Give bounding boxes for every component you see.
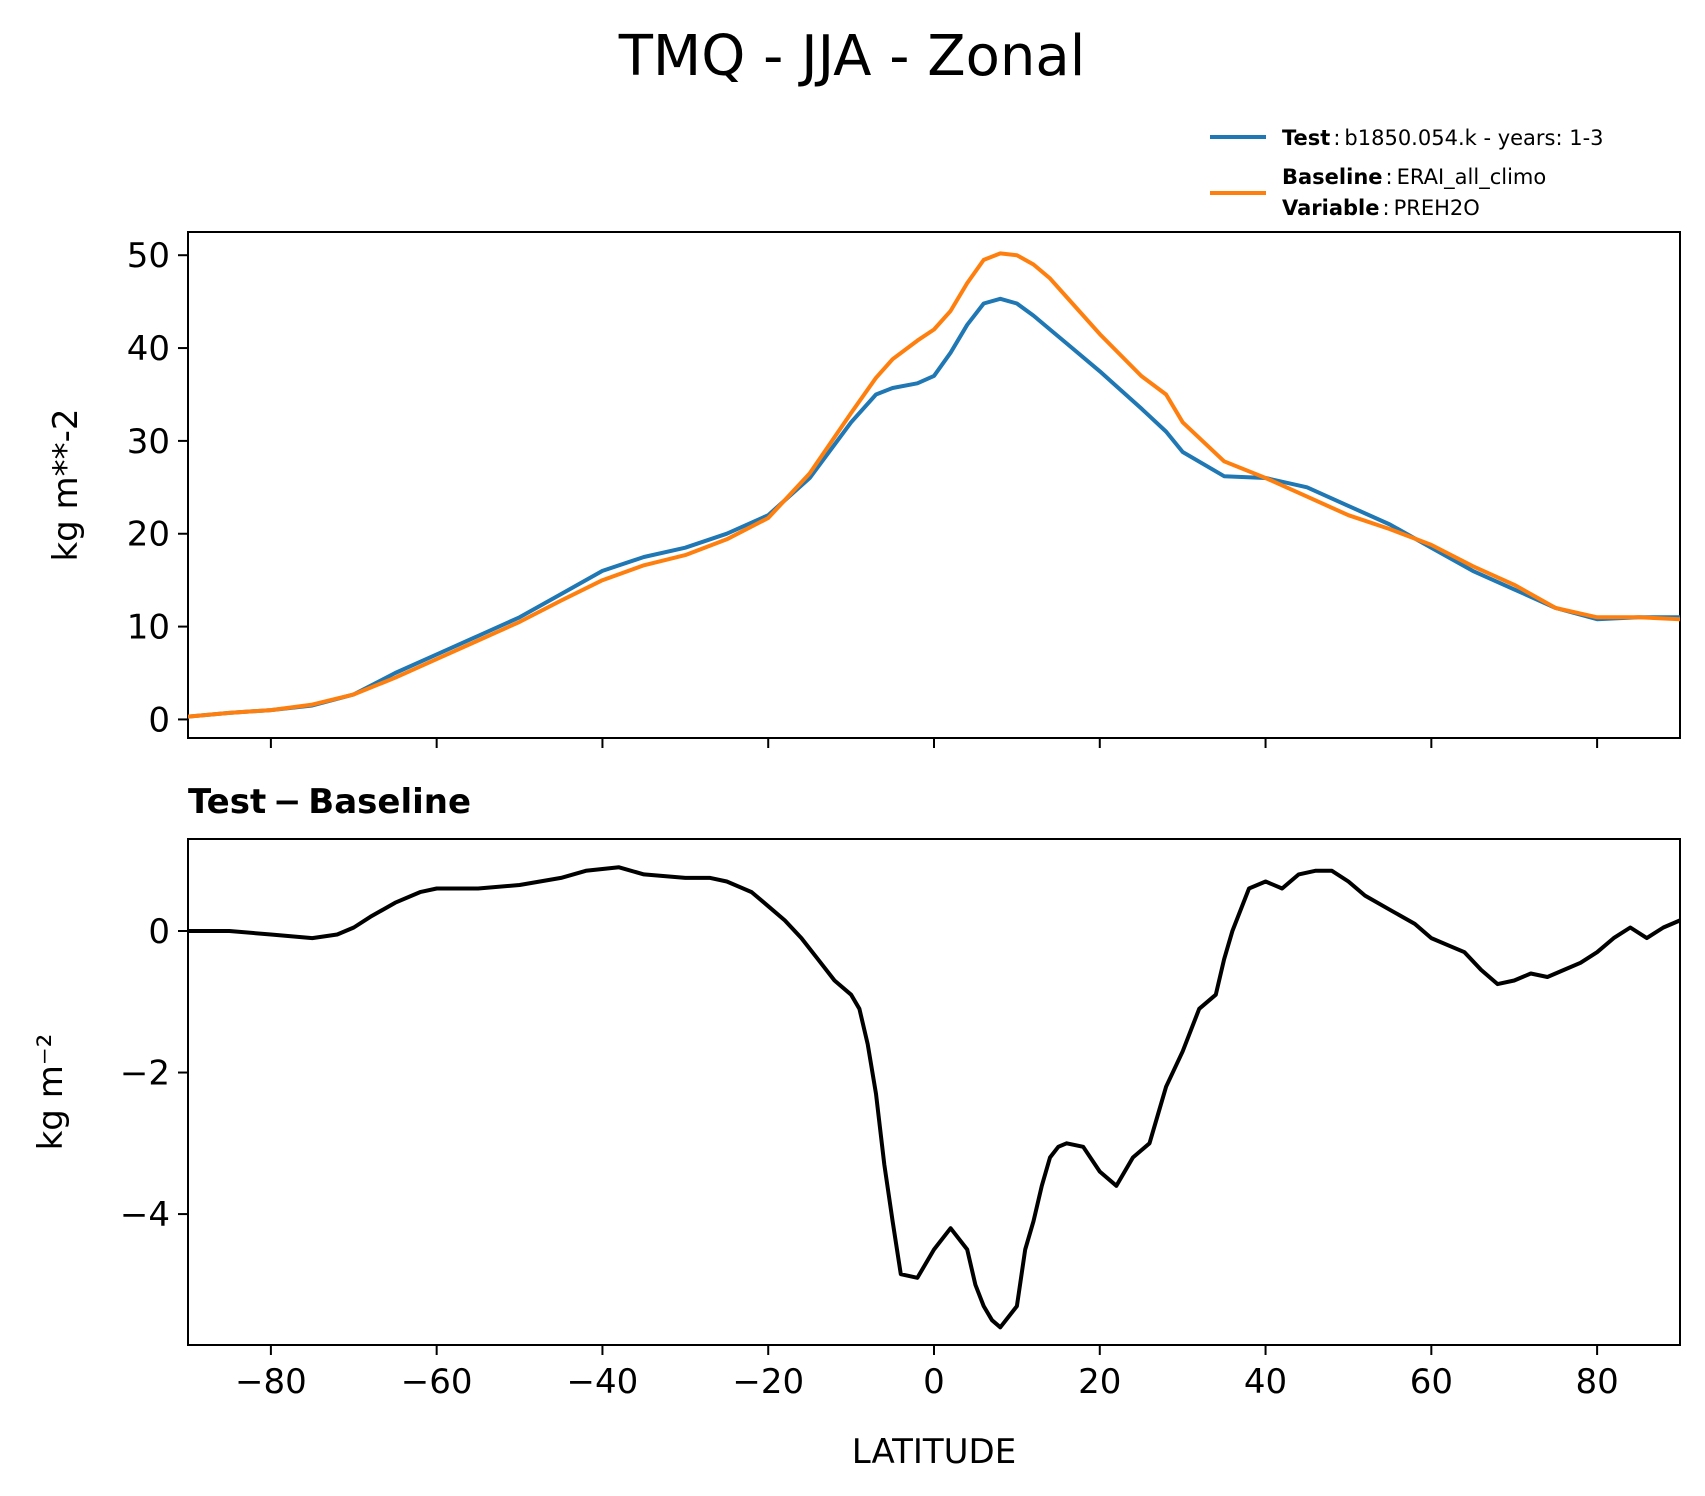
top-series <box>188 251 1680 719</box>
bottom-xtick-label: 60 <box>1410 1362 1453 1402</box>
legend-variable-label: Variable: PREH2O <box>1282 196 1480 220</box>
bottom-xtick-label: 80 <box>1575 1362 1618 1402</box>
top-panel: 0 10 20 30 40 50 kg m**-2 <box>46 231 1681 748</box>
top-ytick-label: 20 <box>127 515 170 555</box>
series-line-test <box>188 296 1680 719</box>
top-ytick-label: 10 <box>127 608 170 648</box>
bottom-xtick-label: 40 <box>1244 1362 1287 1402</box>
series-line-baseline <box>188 251 1680 719</box>
bottom-panel-frame <box>187 838 1681 1346</box>
top-ytick-label: 30 <box>127 422 170 462</box>
chart-title: TMQ - JJA - Zonal <box>618 24 1086 89</box>
bottom-y-axis: 0 −2 −4 <box>120 912 188 1235</box>
bottom-x-axis: −80 −60 −40 −20 0 20 40 60 80 <box>235 1345 1619 1402</box>
bottom-ytick-label: 0 <box>148 912 170 952</box>
legend-baseline-label: Baseline: ERAI_all_climo <box>1282 165 1546 190</box>
bottom-xtick-label: −80 <box>235 1362 307 1402</box>
bottom-xtick-label: −20 <box>732 1362 804 1402</box>
legend-test-label: Test: b1850.054.k - years: 1-3 <box>1282 126 1604 150</box>
bottom-ytick-label: −2 <box>120 1054 170 1094</box>
legend: Test: b1850.054.k - years: 1-3 Baseline: E… <box>1210 126 1604 220</box>
bottom-xtick-label: 0 <box>923 1362 945 1402</box>
x-axis-label: LATITUDE <box>852 1432 1016 1472</box>
top-ytick-label: 0 <box>148 700 170 740</box>
bottom-ytick-label: −4 <box>120 1195 170 1235</box>
top-y-axis-label: kg m**-2 <box>46 408 86 561</box>
top-panel-frame <box>187 231 1681 739</box>
difference-line <box>188 865 1680 1330</box>
top-ytick-label: 50 <box>127 236 170 276</box>
top-x-axis <box>269 738 1599 748</box>
bottom-xtick-label: −60 <box>401 1362 473 1402</box>
bottom-panel: Test − Baseline 0 −2 −4 −80 −60 −40 −20 0 20 40 6… <box>31 782 1681 1472</box>
bottom-series <box>188 865 1680 1330</box>
top-ytick-label: 40 <box>127 329 170 369</box>
bottom-xtick-label: −40 <box>567 1362 639 1402</box>
top-y-axis: 0 10 20 30 40 50 <box>127 236 188 740</box>
bottom-y-axis-label: kg m⁻² <box>31 1034 71 1151</box>
bottom-panel-title: Test − Baseline <box>188 782 471 822</box>
bottom-xtick-label: 20 <box>1078 1362 1121 1402</box>
